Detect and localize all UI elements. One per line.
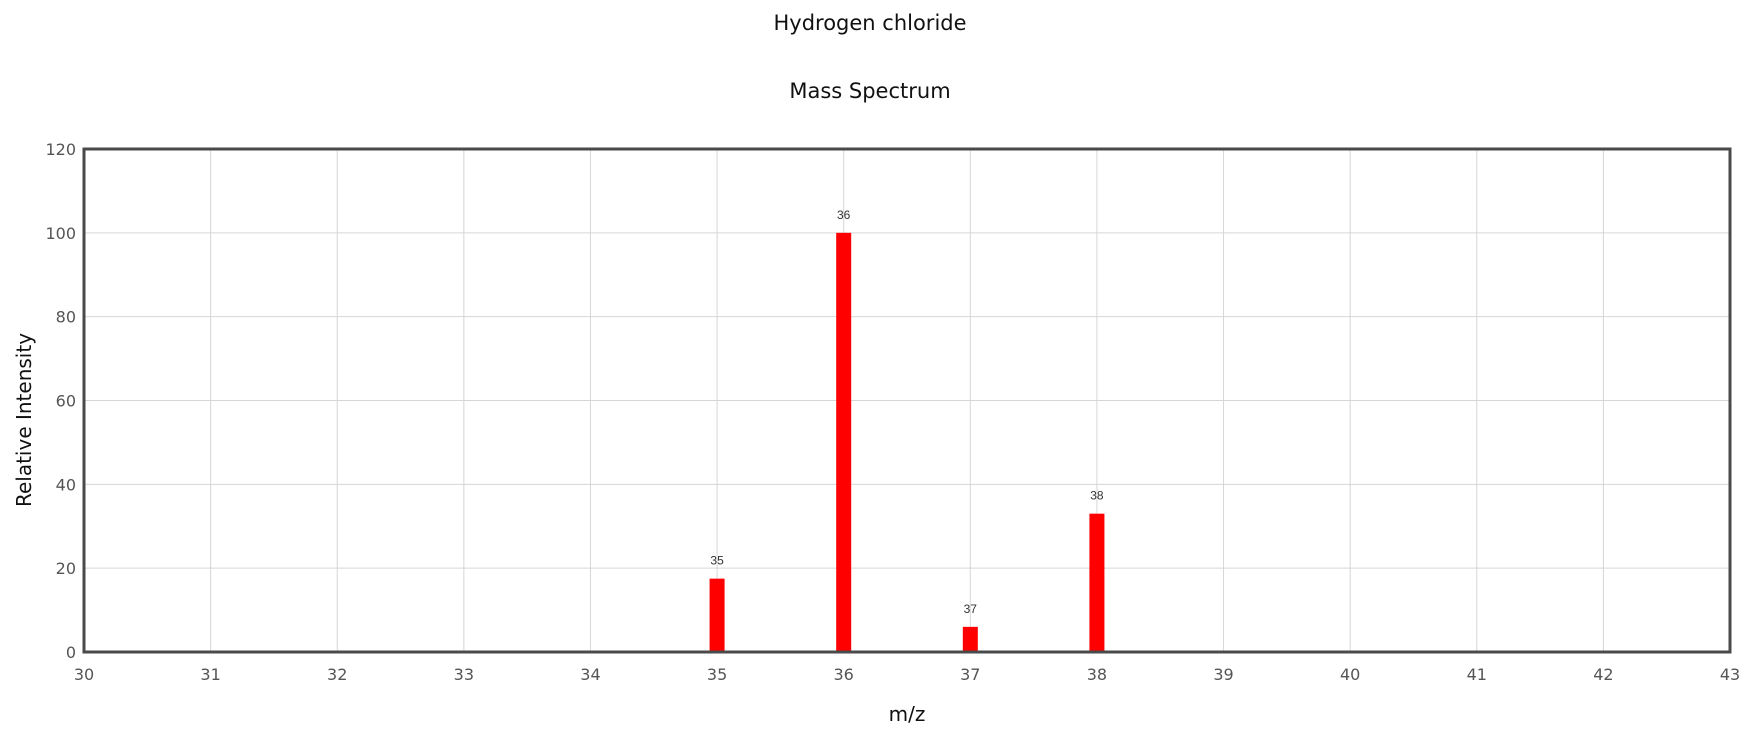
x-tick-label: 43 [1720,665,1740,684]
x-tick-label: 35 [707,665,727,684]
plot-frame [82,147,1732,654]
y-tick-label: 20 [56,559,76,578]
bar-label: 36 [837,208,851,222]
x-tick-label: 38 [1087,665,1107,684]
x-tick-label: 32 [327,665,347,684]
x-tick-label: 33 [454,665,474,684]
bar [962,626,978,652]
x-tick-label: 30 [74,665,94,684]
x-tick-label: 31 [200,665,220,684]
bar-label: 35 [710,554,724,568]
y-axis-label: Relative Intensity [12,333,36,507]
x-tick-label: 37 [960,665,980,684]
y-tick-label: 60 [56,392,76,411]
bar [1089,513,1105,652]
chart-subtitle: Mass Spectrum [789,79,950,103]
y-tick-label: 80 [56,308,76,327]
x-tick-label: 34 [580,665,600,684]
x-tick-label: 40 [1340,665,1360,684]
grid-lines [83,148,1731,653]
x-tick-label: 36 [834,665,854,684]
bar-label: 38 [1090,489,1104,503]
bar [836,232,852,653]
x-axis-label: m/z [889,702,926,726]
y-tick-label: 40 [56,475,76,494]
x-tick-label: 42 [1593,665,1613,684]
x-tick-label: 41 [1467,665,1487,684]
bar-label: 37 [964,602,978,616]
y-tick-label: 0 [66,643,76,662]
y-tick-label: 100 [45,224,76,243]
x-axis-ticks: 30 31 32 33 34 35 36 37 38 39 40 41 42 43 [74,665,1740,684]
y-tick-label: 120 [45,140,76,159]
bar [709,578,725,652]
bars [709,232,1105,653]
y-axis-ticks: 0 20 40 60 80 100 120 [45,140,76,662]
chart-title: Hydrogen chloride [773,11,966,35]
x-tick-label: 39 [1213,665,1233,684]
bar-labels: 35 36 37 38 [710,208,1104,616]
